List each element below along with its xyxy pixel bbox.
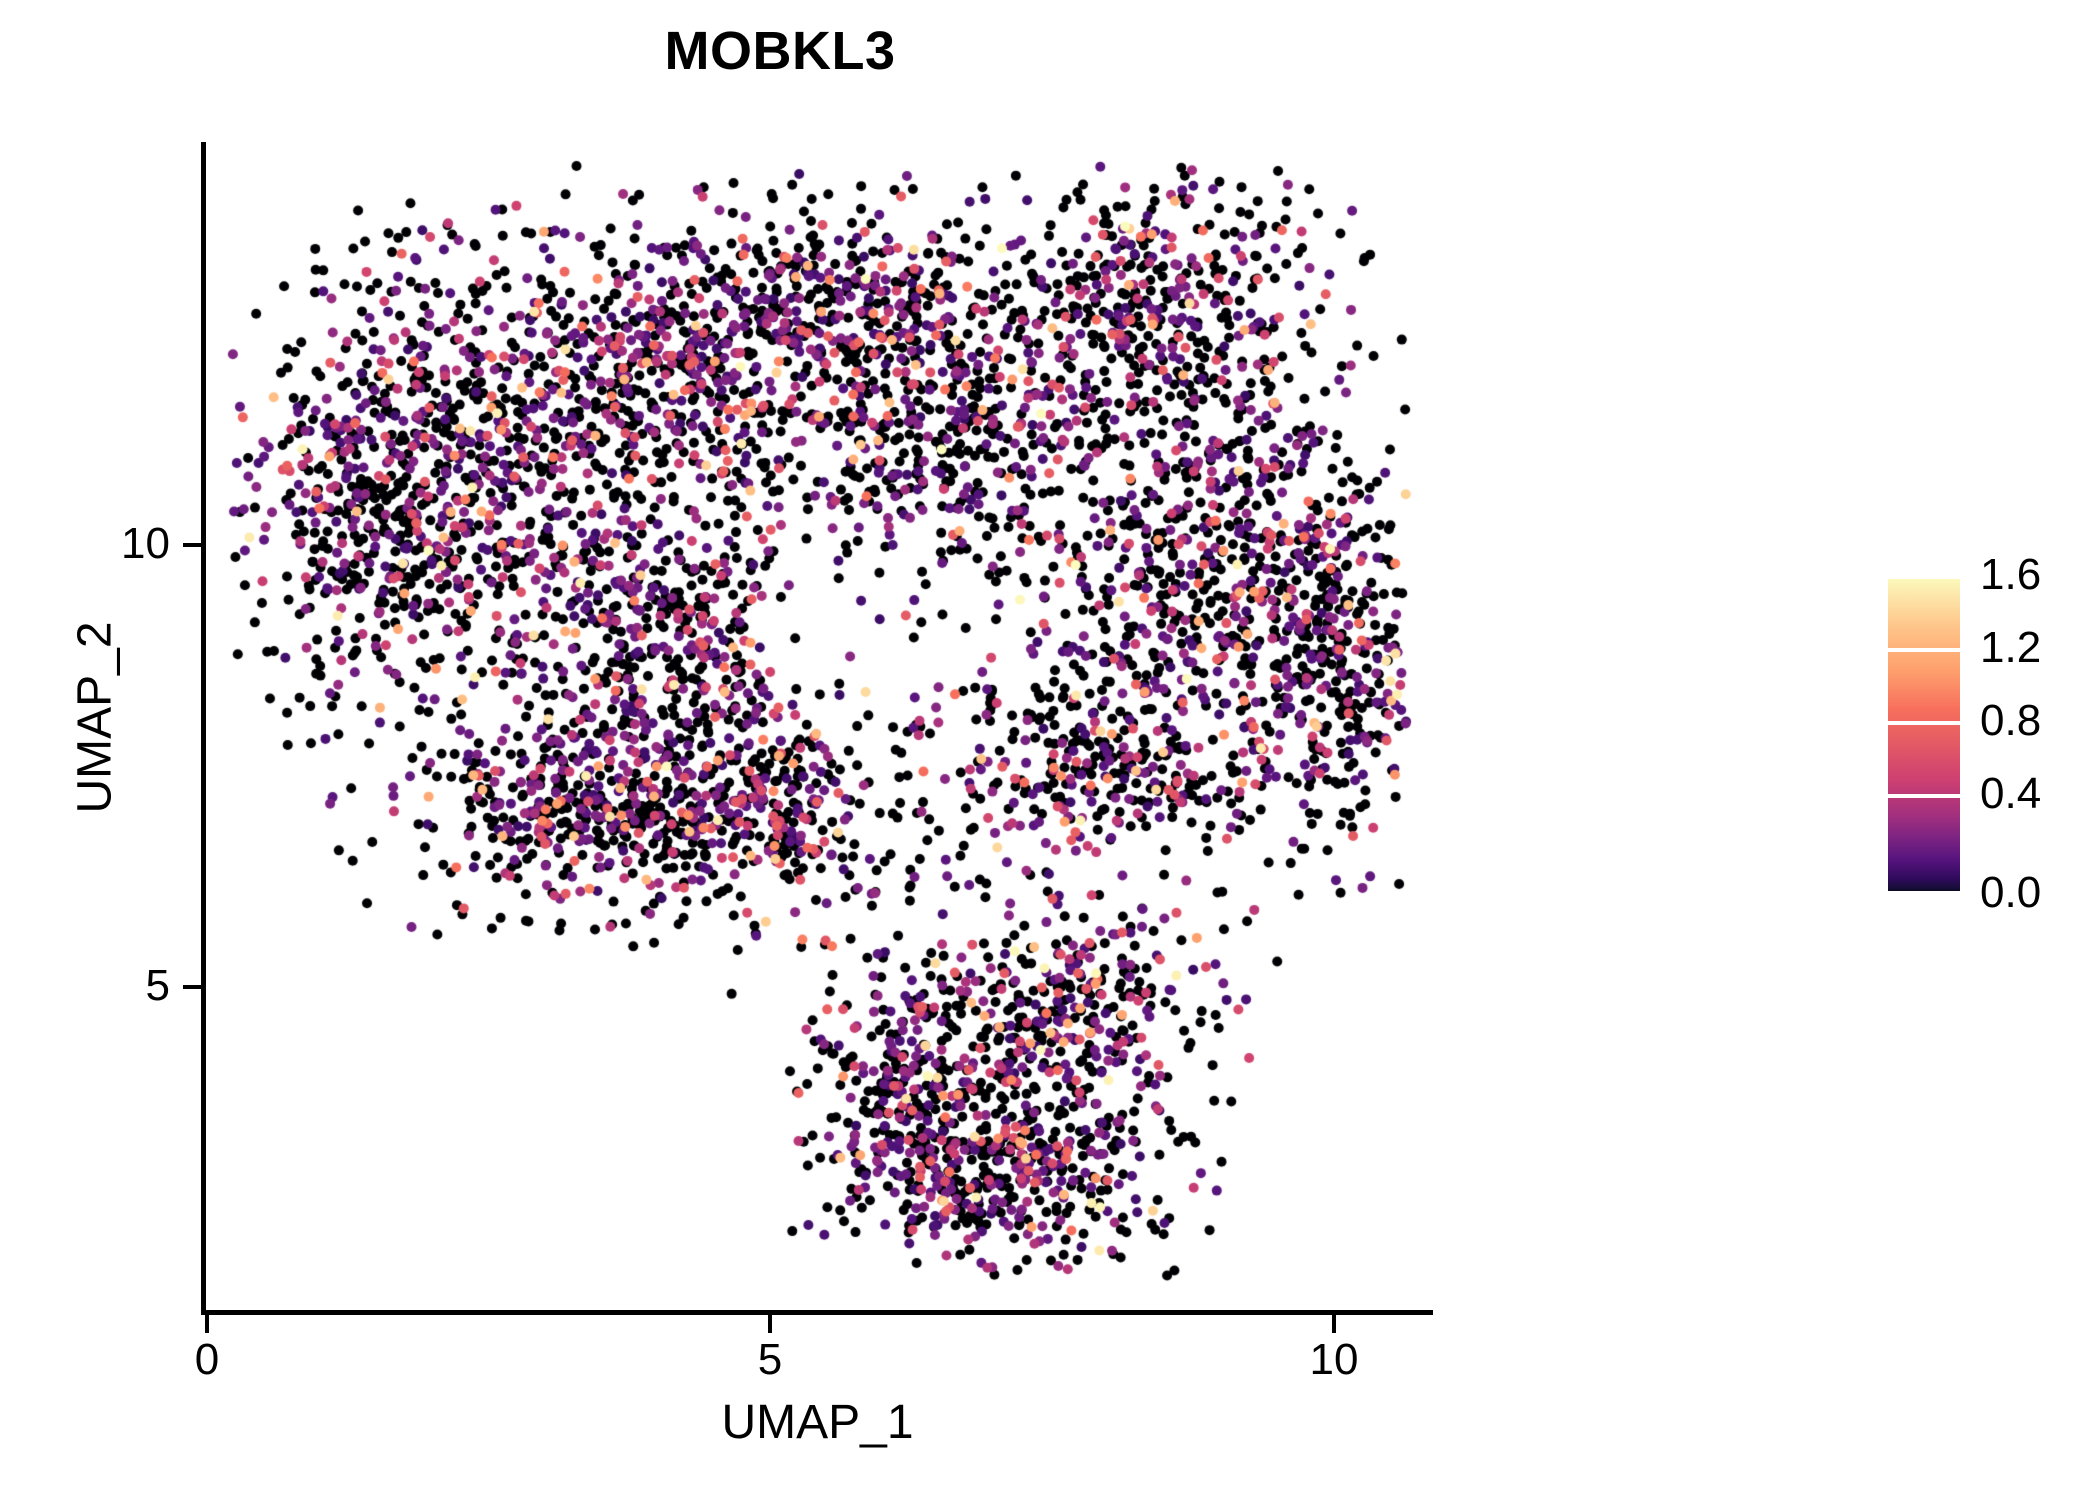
colorbar-label-4: 0.4 [1980,769,2042,818]
y-tick-mark-5 [183,985,201,989]
colorbar-tick-2 [1888,648,1960,652]
colorbar-tick-5 [1888,891,1960,895]
colorbar-label-2: 1.2 [1980,623,2042,672]
x-axis-title: UMAP_1 [721,1396,914,1449]
page-title: MOBKL3 [664,21,896,81]
colorbar-label-5: 0.0 [1980,868,2042,917]
x-tick-mark-0 [205,1315,209,1333]
y-axis-line [201,142,206,1315]
x-axis-line [201,1310,1433,1315]
scatter-canvas[interactable] [205,142,1430,1310]
colorbar-legend[interactable]: 1.6 1.2 0.8 0.4 0.0 [1888,550,2068,917]
x-tick-mark-10 [1332,1315,1336,1333]
colorbar-tick-3 [1888,721,1960,725]
y-tick-label-5: 5 [145,961,170,1010]
colorbar-tick-1 [1888,575,1960,579]
x-tick-label-5: 5 [757,1335,783,1384]
colorbar-label-1: 1.6 [1980,550,2042,599]
y-tick-mark-10 [183,543,201,547]
scatter-plot-panel[interactable] [205,142,1430,1310]
colorbar-tick-4 [1888,794,1960,798]
colorbar-gradient [1888,575,1960,895]
y-tick-label-10: 10 [121,519,170,568]
x-tick-mark-5 [768,1315,772,1333]
x-tick-label-10: 10 [1309,1335,1359,1384]
colorbar-label-3: 0.8 [1980,696,2042,745]
x-tick-label-0: 0 [194,1335,220,1384]
y-axis-title: UMAP_2 [68,621,122,814]
